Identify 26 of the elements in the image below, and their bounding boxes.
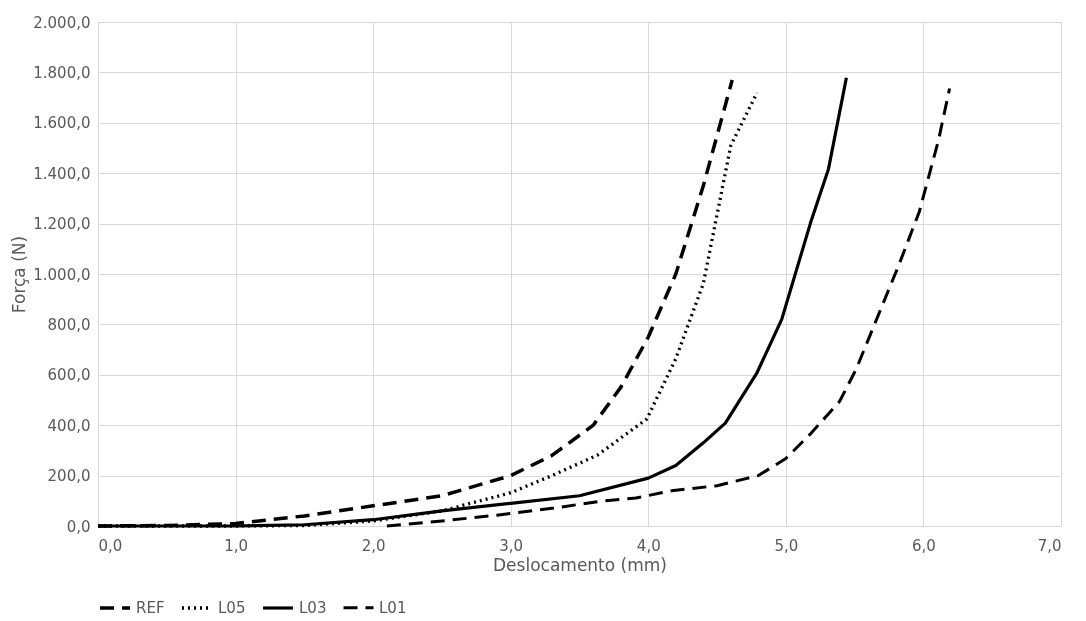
x-tick-label: 1,0 (224, 536, 248, 555)
x-tick-label: 6,0 (912, 536, 936, 555)
y-axis-title: Força (N) (9, 235, 30, 314)
x-tick-label: 3,0 (499, 536, 524, 555)
y-tick-label: 1.000,0 (33, 265, 91, 284)
y-tick-label: 1.200,0 (33, 215, 91, 234)
legend-label: L05 (218, 599, 246, 617)
y-tick-label: 1.800,0 (33, 63, 91, 82)
y-tick-label: 400,0 (47, 416, 91, 435)
x-axis-title: Deslocamento (mm) (493, 554, 667, 575)
legend-label: L03 (299, 599, 327, 617)
y-tick-label: 0,0 (66, 517, 91, 536)
x-tick-label: 5,0 (774, 536, 799, 555)
x-tick-label: 2,0 (361, 536, 386, 555)
legend-label: L01 (379, 598, 407, 617)
y-tick-label: 800,0 (47, 315, 91, 334)
line-series (385, 87, 952, 528)
x-tick-label: 7,0 (1037, 536, 1062, 555)
x-tick-label: 0,0 (98, 536, 123, 555)
y-tick-label: 2.000,0 (33, 13, 91, 32)
y-tick-label: 1.600,0 (33, 114, 91, 133)
legend-label: REF (136, 599, 165, 617)
y-tick-label: 200,0 (47, 467, 91, 486)
x-tick-label: 4,0 (636, 536, 661, 555)
y-tick-label: 1.400,0 (33, 164, 91, 183)
y-tick-label: 600,0 (47, 366, 91, 385)
